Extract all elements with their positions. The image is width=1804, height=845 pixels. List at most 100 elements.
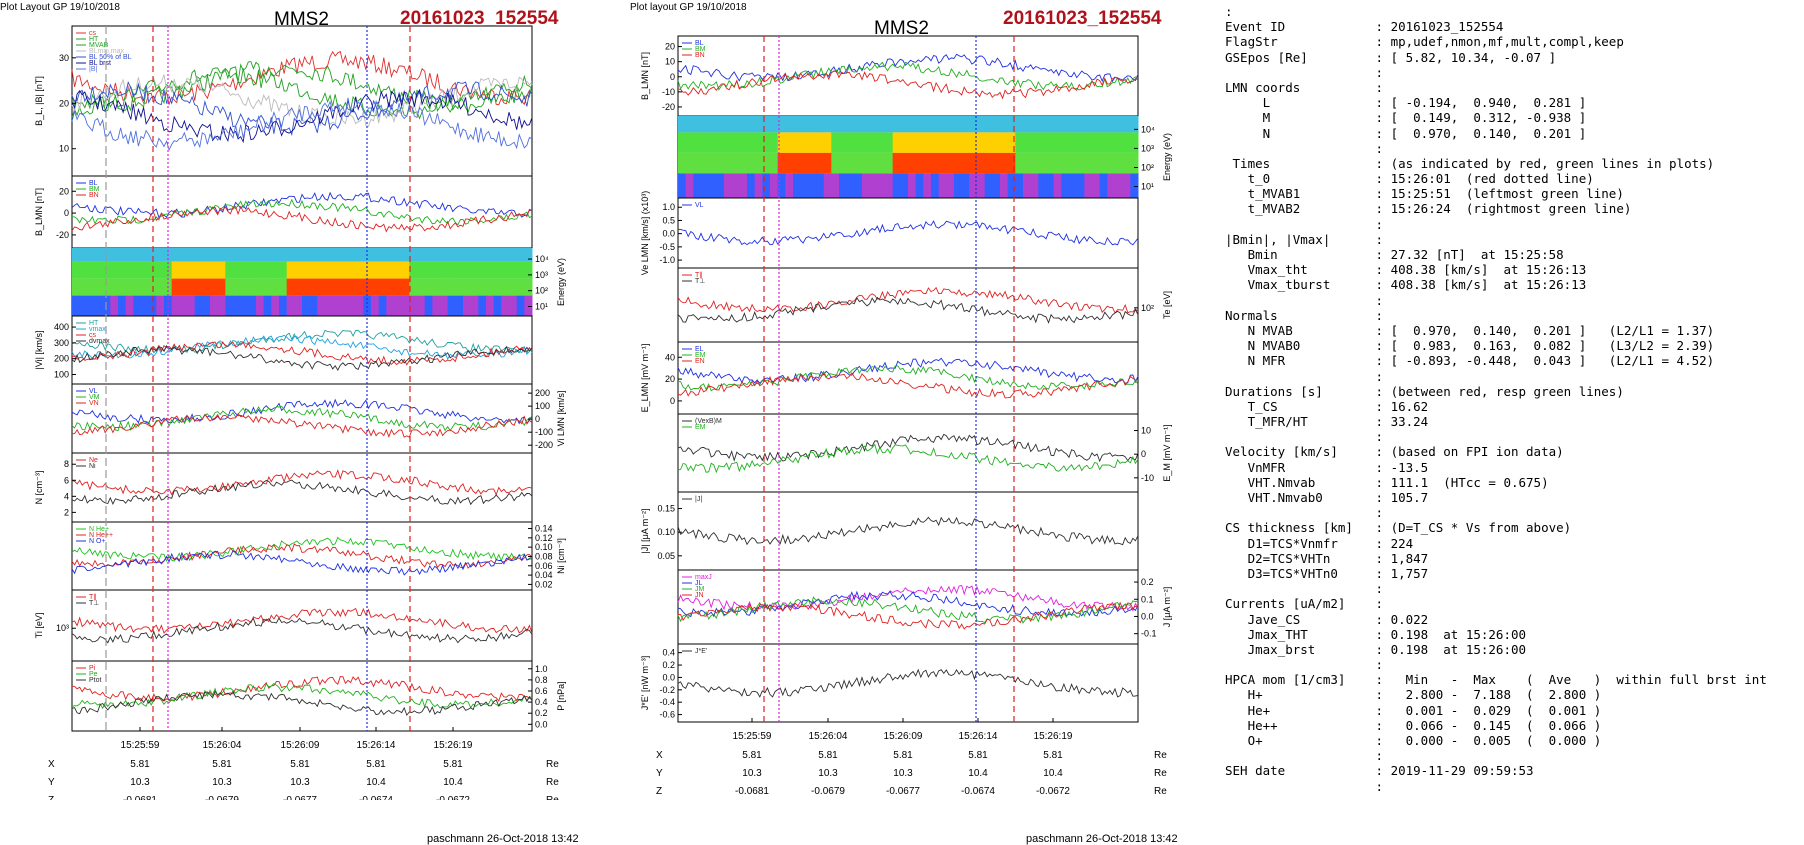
mid-ytick-label: 0 bbox=[670, 72, 675, 82]
mid-spectro-cell bbox=[831, 116, 840, 133]
mid-spectro-cell bbox=[1122, 173, 1131, 198]
mid-ytick-label-right: 10⁴ bbox=[1141, 124, 1155, 134]
mid-spectro-cell bbox=[923, 152, 932, 174]
mid-spectro-cell bbox=[793, 152, 802, 174]
mid-trace--j- bbox=[677, 516, 1139, 546]
left-ytick-label: 300 bbox=[54, 338, 69, 348]
mid-spectro-cell bbox=[724, 152, 733, 174]
mid-ytick-label-right: 10³ bbox=[1141, 143, 1154, 153]
mid-spectro-cell bbox=[1076, 173, 1085, 198]
summary-line: : bbox=[1225, 505, 1384, 521]
summary-line: Jmax_THT : 0.198 at 15:26:00 bbox=[1225, 626, 1527, 642]
mid-legend-label: EM bbox=[695, 352, 706, 359]
left-spectro-cell bbox=[141, 295, 150, 316]
mid-panel-frame bbox=[677, 491, 1139, 571]
left-ytick-label-right: 10³ bbox=[535, 270, 548, 280]
left-spectro-cell bbox=[417, 248, 426, 262]
left-legend-label: T∥ bbox=[89, 593, 97, 601]
summary-line: GSEpos [Re] : [ 5.82, 10.34, -0.07 ] bbox=[1225, 49, 1557, 65]
mid-ytick-label: 0.05 bbox=[657, 551, 675, 561]
mid-spectro-cell bbox=[747, 173, 756, 198]
left-spectro-cell bbox=[79, 248, 88, 262]
left-spectro-cell bbox=[478, 261, 487, 279]
left-trace-cs bbox=[71, 341, 533, 366]
mid-spectro-cell bbox=[885, 132, 894, 153]
left-spectro-cell bbox=[95, 295, 104, 316]
left-spectro-cell bbox=[470, 248, 479, 262]
mid-spectro-cell bbox=[1046, 132, 1055, 153]
summary-line: VnMFR : -13.5 bbox=[1225, 459, 1429, 475]
left-spectro-cell bbox=[294, 248, 303, 262]
left-spectro-cell bbox=[417, 261, 426, 279]
summary-line: T_CS : 16.62 bbox=[1225, 398, 1429, 414]
left-event-title: 20161023_152554 bbox=[400, 8, 559, 29]
left-ephem-value: 5.81 bbox=[290, 759, 310, 770]
left-trace-bl-brst bbox=[71, 88, 533, 144]
left-panel-frame bbox=[71, 660, 533, 732]
mid-legend-label: JN bbox=[695, 592, 704, 599]
mid-spectro-cell bbox=[954, 116, 963, 133]
mid-spectro-cell bbox=[1099, 173, 1108, 198]
mid-spectro-cell bbox=[961, 173, 970, 198]
mid-event-title: 20161023_152554 bbox=[1003, 8, 1162, 29]
mid-spectro-cell bbox=[823, 173, 832, 198]
left-spectro-cell bbox=[133, 261, 142, 279]
mid-spectro-cell bbox=[931, 152, 940, 174]
mid-spectro-cell bbox=[831, 173, 840, 198]
summary-line: : bbox=[1225, 292, 1384, 308]
mid-spectro-cell bbox=[1000, 152, 1009, 174]
left-spectro-cell bbox=[210, 295, 219, 316]
left-ephem-unit: Re bbox=[546, 759, 559, 770]
left-spectro-cell bbox=[141, 261, 150, 279]
left-legend-label: BL bbox=[89, 180, 98, 187]
mid-spectro-cell bbox=[731, 116, 740, 133]
left-spectro-cell bbox=[524, 278, 533, 296]
left-panel-frame bbox=[71, 383, 533, 454]
left-spectro-cell bbox=[302, 248, 311, 262]
mid-spectro-cell bbox=[954, 173, 963, 198]
mid-spectro-cell bbox=[915, 116, 924, 133]
left-spectro-cell bbox=[279, 278, 288, 296]
mid-spectro-cell bbox=[708, 116, 717, 133]
mid-spectro-cell bbox=[1038, 132, 1047, 153]
mid-spectro-cell bbox=[869, 173, 878, 198]
left-spectro-cell bbox=[516, 248, 525, 262]
mid-spectro-cell bbox=[678, 116, 687, 133]
mid-spectro-cell bbox=[800, 132, 809, 153]
mid-spectro-cell bbox=[785, 173, 794, 198]
left-spectro-cell bbox=[348, 278, 357, 296]
mid-spectro-cell bbox=[969, 173, 978, 198]
mid-spectro-cell bbox=[1046, 116, 1055, 133]
left-ephem-unit: Re bbox=[546, 777, 559, 788]
left-spectro-cell bbox=[317, 261, 326, 279]
mid-spectro-cell bbox=[808, 152, 817, 174]
left-legend-label: Ni bbox=[89, 463, 96, 470]
left-spectro-cell bbox=[355, 248, 364, 262]
left-spectro-cell bbox=[524, 295, 533, 316]
mid-spectro-cell bbox=[961, 132, 970, 153]
mid-spectro-cell bbox=[716, 132, 725, 153]
left-spectro-cell bbox=[478, 278, 487, 296]
mid-spectro-cell bbox=[915, 152, 924, 174]
left-spectro-cell bbox=[118, 295, 127, 316]
left-ytick-label-right: 0.10 bbox=[535, 542, 553, 552]
summary-line: Currents [uA/m2] : bbox=[1225, 596, 1384, 612]
left-legend-label: BL 50% of BL bbox=[89, 54, 132, 61]
left-spectro-cell bbox=[279, 248, 288, 262]
mid-spectro-cell bbox=[1061, 152, 1070, 174]
mid-spectro-cell bbox=[892, 173, 901, 198]
left-spectro-cell bbox=[509, 278, 518, 296]
left-spectro-cell bbox=[371, 278, 380, 296]
left-spectro-cell bbox=[447, 278, 456, 296]
left-spectro-cell bbox=[302, 261, 311, 279]
left-ephem-value: 5.81 bbox=[212, 759, 232, 770]
left-spectro-cell bbox=[394, 278, 403, 296]
mid-ytick-label: -10 bbox=[662, 87, 675, 97]
left-spectro-cell bbox=[102, 248, 111, 262]
mid-spectro-cell bbox=[854, 173, 863, 198]
mid-ylabel: J*E' [nW m⁻³] bbox=[640, 656, 650, 710]
mid-spectro-cell bbox=[739, 152, 748, 174]
left-spectro-cell bbox=[332, 295, 341, 316]
mid-spectro-cell bbox=[716, 173, 725, 198]
